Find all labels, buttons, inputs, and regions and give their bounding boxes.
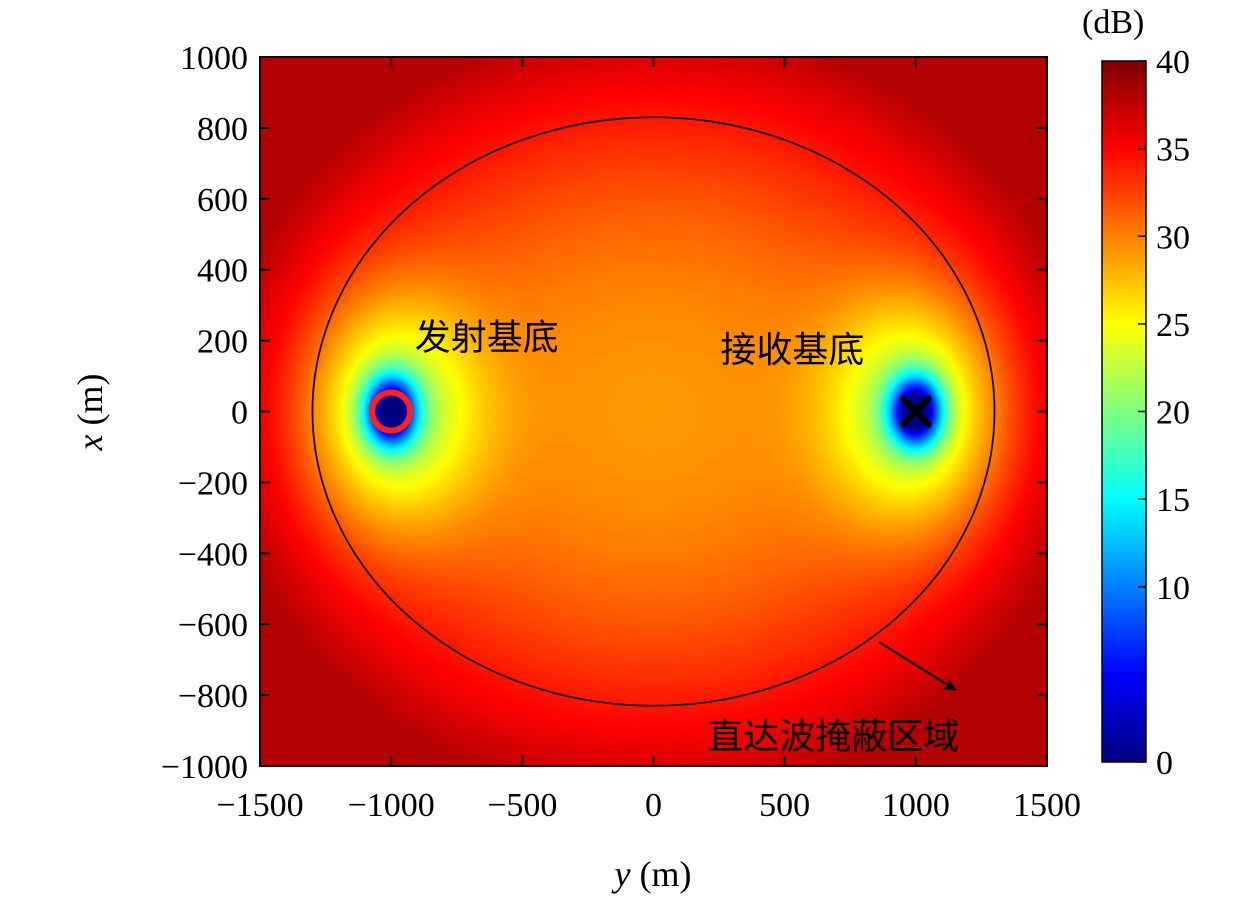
y-tick-label: −1000 (161, 749, 248, 786)
x-tick-label: −1500 (216, 787, 303, 824)
receiver-marker (899, 395, 932, 428)
x-tick-label: 1500 (1013, 787, 1081, 824)
y-tick-label: 1000 (180, 40, 248, 77)
x-axis: −1500 −1000 −500 0 500 1000 1500 (216, 57, 1081, 824)
y-tick-label: 800 (197, 111, 248, 148)
masked-region-arrow (878, 641, 957, 691)
colorbar-tick-label: 40 (1156, 44, 1190, 81)
x-axis-label: y (m) (612, 854, 692, 894)
colorbar-tick-label: 15 (1156, 482, 1190, 519)
colorbar-tick-label: 0 (1156, 745, 1173, 782)
masked-region-label: 直达波掩蔽区域 (707, 716, 959, 757)
x-tick-label: −1000 (348, 787, 435, 824)
y-tick-label: −200 (178, 465, 248, 502)
y-tick-label: 0 (231, 395, 248, 432)
x-tick-label: −500 (487, 787, 557, 824)
colorbar-tick-label: 10 (1156, 570, 1190, 607)
colorbar-tick-label: 35 (1156, 132, 1190, 169)
plot-area (260, 57, 1047, 766)
y-tick-label: 400 (197, 253, 248, 290)
x-tick-label: 0 (645, 787, 662, 824)
transmitter-label: 发射基底 (415, 317, 559, 358)
transmitter-marker (369, 389, 414, 434)
masked-region-boundary (311, 116, 996, 707)
colorbar-tick-label: 20 (1156, 395, 1190, 432)
y-tick-label: −600 (178, 607, 248, 644)
x-tick-label: 1000 (882, 787, 950, 824)
node-markers (369, 389, 932, 434)
colorbar-tick-label: 25 (1156, 307, 1190, 344)
y-tick-label: −400 (178, 536, 248, 573)
y-axis: 1000 800 600 400 200 0 −200 −400 −600 −800 −1000 (161, 40, 1047, 786)
colorbar-tick-label: 30 (1156, 219, 1190, 256)
colorbar-unit: (dB) (1082, 4, 1144, 41)
y-tick-label: −800 (178, 678, 248, 715)
colorbar-ticks: 40 35 30 25 20 15 10 0 (1138, 44, 1190, 782)
y-tick-label: 600 (197, 182, 248, 219)
receiver-label: 接收基底 (720, 330, 864, 371)
heatmap-field (260, 57, 1047, 766)
x-tick-label: 500 (759, 787, 810, 824)
y-tick-label: 200 (197, 324, 248, 361)
y-axis-label: x (m) (70, 374, 110, 452)
